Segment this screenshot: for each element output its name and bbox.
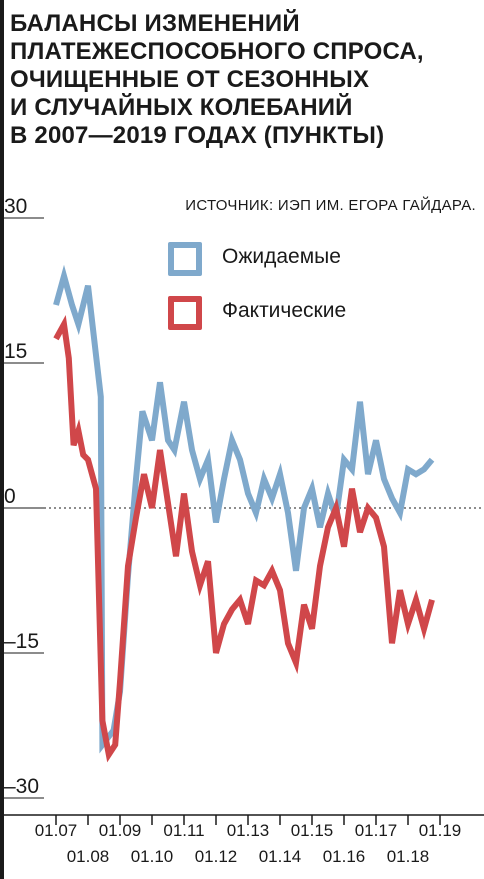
x-tick-label: 01.16: [323, 847, 366, 866]
series-line-actual: [53, 314, 435, 763]
x-tick-label: 01.17: [355, 821, 398, 840]
legend-swatch-actual: [168, 296, 202, 330]
x-tick-label: 01.11: [163, 821, 204, 840]
chart-title-line: ОЧИЩЕННЫЕ ОТ СЕЗОННЫХ: [10, 66, 370, 93]
x-tick-label: 01.07: [35, 821, 78, 840]
x-tick-label: 01.08: [67, 847, 110, 866]
x-tick-label: 01.10: [131, 847, 174, 866]
x-tick-label: 01.14: [259, 847, 302, 866]
y-tick-label: 30: [4, 195, 27, 218]
y-axis: 30 15 0 –15 –30: [4, 195, 44, 799]
left-border-bar: [0, 0, 4, 879]
y-tick-label: –30: [4, 775, 39, 798]
chart-title-line: ПЛАТЕЖЕСПОСОБНОГО СПРОСА,: [10, 38, 424, 65]
series-lines: [53, 264, 435, 763]
x-tick-label: 01.18: [387, 847, 430, 866]
x-tick-label: 01.13: [227, 821, 270, 840]
x-tick-label: 01.15: [291, 821, 334, 840]
chart-title-line: БАЛАНСЫ ИЗМЕНЕНИЙ: [10, 10, 300, 37]
y-tick-label: 15: [4, 340, 27, 363]
y-tick-label: –15: [4, 630, 39, 653]
x-axis: 01.07 01.08 01.09 01.10 01.11 01.12 01.13 01.14…: [4, 814, 484, 866]
y-tick-label: 0: [4, 485, 16, 508]
x-tick-label: 01.12: [195, 847, 238, 866]
legend-swatch-expected: [168, 242, 202, 276]
chart-title: БАЛАНСЫ ИЗМЕНЕНИЙ ПЛАТЕЖЕСПОСОБНОГО СПРО…: [10, 10, 470, 150]
legend-label-actual: Фактические: [222, 299, 347, 322]
series-line-expected: [53, 264, 435, 754]
chart-title-line: И СЛУЧАЙНЫХ КОЛЕБАНИЙ: [10, 94, 353, 121]
legend-label-expected: Ожидаемые: [222, 245, 341, 268]
chart-title-line: В 2007—2019 ГОДАХ (ПУНКТЫ): [10, 122, 385, 149]
x-tick-label: 01.09: [99, 821, 142, 840]
x-tick-label: 01.19: [419, 821, 462, 840]
source-note: ИСТОЧНИК: ИЭП ИМ. ЕГОРА ГАЙДАРА.: [185, 197, 476, 214]
